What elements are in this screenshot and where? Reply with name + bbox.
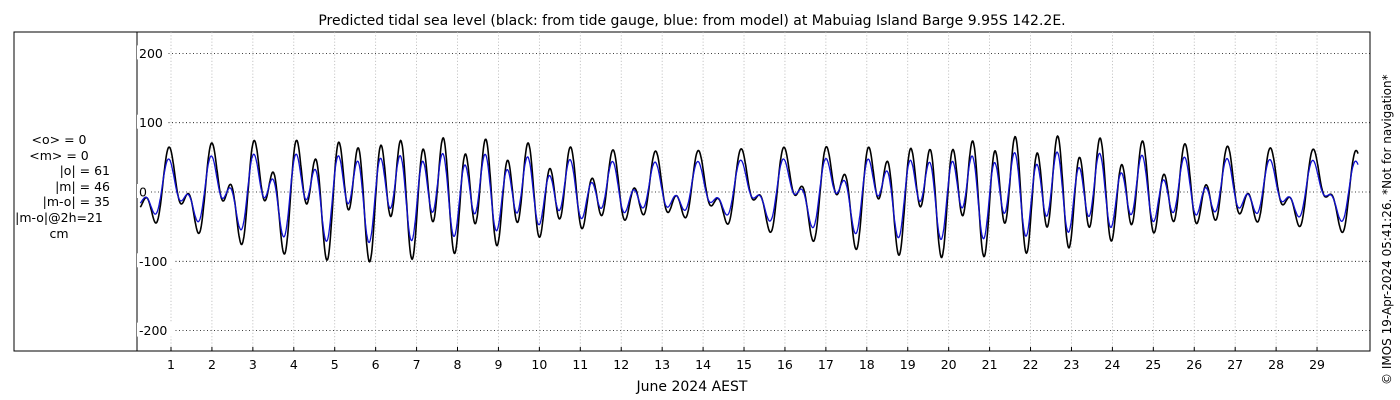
x-tick-label: 29 — [1309, 357, 1325, 372]
x-tick-label: 7 — [413, 357, 421, 372]
x-tick-label: 21 — [982, 357, 998, 372]
x-tick-label: 10 — [531, 357, 547, 372]
y-tick-label-bg — [137, 45, 167, 60]
x-axis-ticks: 1 2 3 4 5 6 7 8 9 10 11 12 13 14 15 16 17 18 19 20 21 22 23 24 2… — [167, 347, 1325, 372]
x-tick-label: 27 — [1227, 357, 1243, 372]
x-tick-label: 4 — [290, 357, 298, 372]
x-tick-label: 28 — [1268, 357, 1284, 372]
stat-abs-model: |m| = 46 — [55, 178, 110, 194]
x-tick-label: 20 — [941, 357, 957, 372]
series-line-model — [139, 151, 1359, 244]
x-tick-label: 24 — [1104, 357, 1120, 372]
x-tick-label: 22 — [1023, 357, 1039, 372]
x-tick-label: 5 — [331, 357, 339, 372]
stat-abs-diff: |m-o| = 35 — [42, 194, 110, 210]
x-tick-label: 16 — [777, 357, 793, 372]
x-tick-label: 8 — [454, 357, 462, 372]
x-tick-label: 2 — [208, 357, 216, 372]
y-tick-label-bg — [137, 184, 151, 198]
stat-abs-obs: |o| = 61 — [59, 163, 110, 179]
series-lines — [139, 135, 1359, 263]
x-tick-label: 26 — [1186, 357, 1202, 372]
stat-unit: cm — [49, 225, 69, 241]
x-tick-label: 6 — [372, 357, 380, 372]
y-tick-label: -100 — [139, 254, 167, 269]
y-tick-label-bg — [137, 253, 175, 268]
credit-text: © IMOS 19-Apr-2024 05:41:26. *Not for na… — [1380, 74, 1394, 385]
x-tick-label: 23 — [1064, 357, 1080, 372]
stat-mean-model: <m> = 0 — [29, 147, 89, 163]
y-tick-label-bg — [137, 322, 175, 337]
y-tick-label: 200 — [139, 46, 163, 61]
y-tick-label: 100 — [139, 115, 163, 130]
x-tick-label: 3 — [249, 357, 257, 372]
chart-title: Predicted tidal sea level (black: from t… — [318, 13, 1065, 29]
grid-lines — [137, 32, 1370, 351]
stat-abs-diff-2h: |m-o|@2h=21 — [15, 209, 103, 225]
x-tick-label: 11 — [572, 357, 588, 372]
y-axis-ticks: -200 -100 0 100 200 — [137, 45, 175, 338]
x-axis-label: June 2024 AEST — [636, 379, 748, 395]
x-tick-label: 19 — [900, 357, 916, 372]
statistics-panel: <o> = 0 <m> = 0 |o| = 61 |m| = 46 |m-o| … — [0, 132, 118, 241]
x-tick-label: 14 — [695, 357, 711, 372]
y-tick-label: -200 — [139, 323, 167, 338]
series-line-tide-gauge — [139, 135, 1359, 263]
x-tick-label: 15 — [736, 357, 752, 372]
x-tick-label: 25 — [1145, 357, 1161, 372]
x-tick-label: 17 — [818, 357, 834, 372]
y-tick-label-bg — [137, 114, 167, 129]
x-tick-label: 13 — [654, 357, 670, 372]
x-tick-label: 18 — [859, 357, 875, 372]
x-tick-label: 1 — [167, 357, 175, 372]
x-tick-label: 9 — [494, 357, 502, 372]
stat-mean-obs: <o> = 0 — [31, 132, 87, 147]
plot-frame — [13, 31, 1371, 352]
x-tick-label: 12 — [613, 357, 629, 372]
y-tick-label: 0 — [139, 185, 147, 200]
